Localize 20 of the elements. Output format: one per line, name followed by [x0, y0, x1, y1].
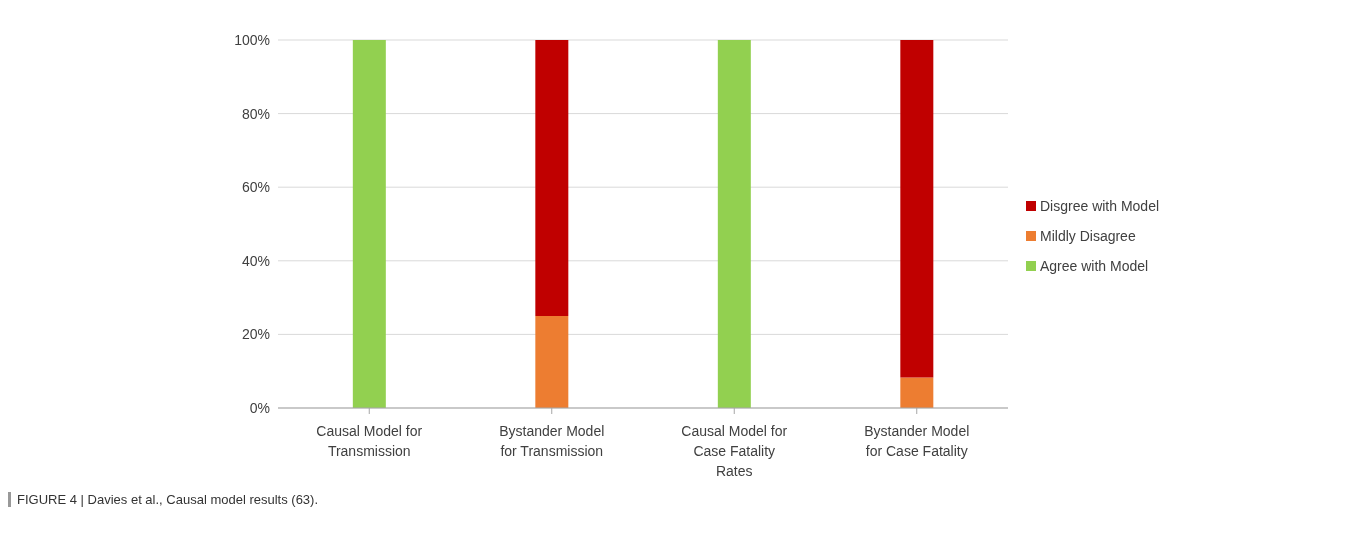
bar	[535, 40, 569, 316]
legend-label: Disgree with Model	[1040, 198, 1160, 214]
y-tick-label: 60%	[241, 179, 270, 196]
bar	[352, 40, 386, 408]
x-tick-label: Bystander Model for Case Fatality	[864, 423, 970, 459]
x-tick-label: Causal Model for Transmission	[316, 423, 423, 459]
x-tick-label: Bystander Model for Transmission	[499, 423, 605, 459]
x-tick-label: Causal Model for Case Fatality Rates	[681, 423, 788, 479]
legend-label: Agree with Model	[1040, 258, 1149, 274]
y-tick-label: 40%	[241, 252, 270, 269]
caption: FIGURE 4 | Davies et al., Causal model results (63).	[8, 492, 1348, 507]
y-tick-label: 80%	[241, 105, 270, 122]
bar	[717, 40, 751, 408]
y-tick-label: 20%	[241, 326, 270, 343]
y-tick-label: 100%	[234, 31, 270, 48]
bar	[900, 40, 934, 378]
y-tick-label: 0%	[249, 399, 270, 416]
legend-label: Mildly Disagree	[1040, 228, 1136, 244]
bar	[900, 377, 934, 408]
bar	[535, 316, 569, 408]
